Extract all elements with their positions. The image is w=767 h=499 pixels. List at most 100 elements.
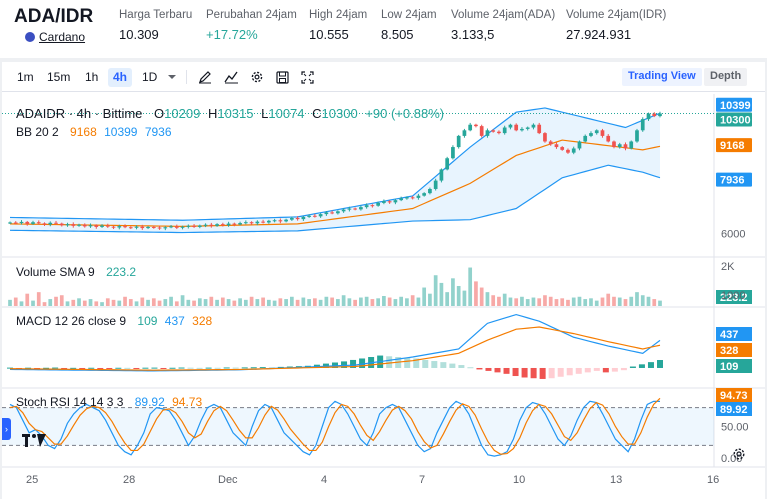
macd-hist-bar bbox=[350, 359, 357, 368]
save-icon[interactable] bbox=[273, 68, 291, 86]
tab-1h[interactable]: 1h bbox=[85, 70, 99, 84]
time-tick-label: 13 bbox=[610, 474, 622, 486]
draw-pen-icon[interactable] bbox=[196, 68, 214, 86]
price-tag-label: 10399 bbox=[720, 100, 751, 112]
volume-bar bbox=[186, 299, 191, 306]
bb-lower-line bbox=[9, 164, 661, 234]
volume-bar bbox=[485, 292, 490, 306]
candle-body bbox=[313, 215, 317, 217]
candle-body bbox=[324, 212, 329, 215]
main-legend: ADAIDR · 4h · Bittime O10209 H10315 L100… bbox=[16, 106, 444, 121]
price-tag bbox=[716, 138, 752, 153]
macd-hist-bar bbox=[25, 367, 32, 369]
volume-bar bbox=[295, 299, 300, 306]
tab-4h[interactable]: 4h bbox=[108, 68, 133, 87]
volume-bar bbox=[117, 300, 122, 306]
volume-bar bbox=[600, 297, 605, 306]
macd-hist-bar bbox=[584, 367, 591, 373]
time-tick-label: 10 bbox=[513, 474, 525, 486]
stoch-tag bbox=[716, 402, 752, 416]
volume-bar bbox=[42, 302, 47, 306]
chart-settings-icon[interactable] bbox=[730, 445, 748, 463]
volume-bar bbox=[422, 287, 427, 306]
bb-label: BB 20 2 bbox=[16, 125, 59, 139]
volume-bar bbox=[617, 297, 622, 306]
volume-bar bbox=[543, 295, 547, 306]
volume-bar bbox=[238, 298, 242, 306]
candle-body bbox=[520, 128, 524, 131]
macd-hist-bar bbox=[494, 367, 501, 373]
legend-low: 10074 bbox=[268, 106, 305, 121]
stat-high-24h: High 24jam 10.555 bbox=[309, 9, 367, 42]
volume-bar bbox=[479, 287, 484, 306]
volume-bar bbox=[531, 297, 536, 306]
time-tick-label: Dec bbox=[218, 474, 238, 486]
volume-bar bbox=[646, 296, 651, 306]
volume-bar bbox=[548, 296, 553, 306]
macd-hist-bar bbox=[178, 367, 185, 369]
macd-line bbox=[9, 313, 661, 372]
pair-title: ADA/IDR bbox=[14, 6, 94, 27]
legend-change: +90 (+0.88%) bbox=[365, 106, 445, 121]
volume-bar bbox=[439, 282, 444, 306]
chevron-down-icon[interactable] bbox=[163, 68, 181, 86]
macd-hist-bar bbox=[268, 367, 275, 369]
macd-tag-label: 328 bbox=[720, 345, 738, 357]
coin-link[interactable]: Cardano bbox=[39, 30, 86, 44]
candle-body bbox=[117, 226, 122, 228]
bb-upper-line bbox=[9, 107, 661, 221]
volume-bar bbox=[307, 299, 311, 306]
candle-body bbox=[497, 131, 501, 134]
stoch-d-value: 94.73 bbox=[172, 395, 203, 409]
bb-band-fill bbox=[10, 107, 660, 233]
volume-bar bbox=[583, 299, 588, 306]
candle-body bbox=[502, 127, 507, 134]
candle-body bbox=[278, 220, 283, 222]
macd-hist-bar bbox=[404, 357, 411, 368]
macd-hist-bar bbox=[503, 367, 510, 374]
stat-value: 10.309 bbox=[119, 27, 159, 42]
candle-body bbox=[387, 201, 392, 203]
macd-hist-bar bbox=[575, 367, 582, 374]
time-tick-label: 4 bbox=[321, 474, 327, 486]
volume-bar bbox=[266, 299, 271, 306]
indicators-icon[interactable] bbox=[222, 68, 240, 86]
macd-tag bbox=[716, 343, 752, 357]
macd-hist-bar bbox=[638, 364, 645, 368]
candle-body bbox=[203, 224, 208, 226]
volume-bar bbox=[82, 300, 87, 306]
chart-frame: 1m 15m 1h 4h 1D Trading V bbox=[2, 62, 765, 499]
fullscreen-icon[interactable] bbox=[298, 68, 316, 86]
depth-button[interactable]: Depth bbox=[704, 68, 748, 86]
candle-body bbox=[600, 130, 605, 136]
volume-bar bbox=[261, 297, 265, 306]
macd-hist-bar bbox=[566, 367, 573, 376]
volume-bar bbox=[594, 300, 599, 306]
volume-bar bbox=[428, 293, 432, 306]
price-chart[interactable]: 10000800060001039910300916879362K223.210… bbox=[2, 62, 765, 499]
tab-1m[interactable]: 1m bbox=[17, 70, 34, 84]
candle-body bbox=[571, 148, 576, 153]
tab-15m[interactable]: 15m bbox=[47, 70, 71, 84]
volume-bar bbox=[8, 299, 12, 306]
volume-bar bbox=[370, 299, 375, 306]
tab-1d[interactable]: 1D bbox=[142, 70, 158, 84]
volume-bar bbox=[105, 298, 110, 306]
gear-icon[interactable] bbox=[248, 68, 266, 86]
volume-bar bbox=[180, 295, 185, 306]
volume-bar bbox=[31, 300, 35, 306]
candle-body bbox=[36, 222, 41, 224]
macd-hist-bar bbox=[521, 367, 528, 378]
candle-body bbox=[261, 221, 265, 223]
stat-last-price: Harga Terbaru 10.309 bbox=[119, 9, 192, 42]
macd-tag bbox=[716, 327, 752, 341]
trading-view-button[interactable]: Trading View bbox=[622, 68, 702, 86]
candle-body bbox=[54, 222, 58, 224]
candle-body bbox=[399, 198, 404, 201]
volume-sma-value: 223.2 bbox=[106, 265, 137, 279]
coin-link-wrap[interactable]: Cardano bbox=[25, 30, 85, 44]
side-panel-toggle[interactable]: › bbox=[2, 418, 11, 440]
macd-tag-label: 437 bbox=[720, 329, 738, 341]
candle-body bbox=[266, 220, 271, 223]
stat-value: 10.555 bbox=[309, 27, 349, 42]
